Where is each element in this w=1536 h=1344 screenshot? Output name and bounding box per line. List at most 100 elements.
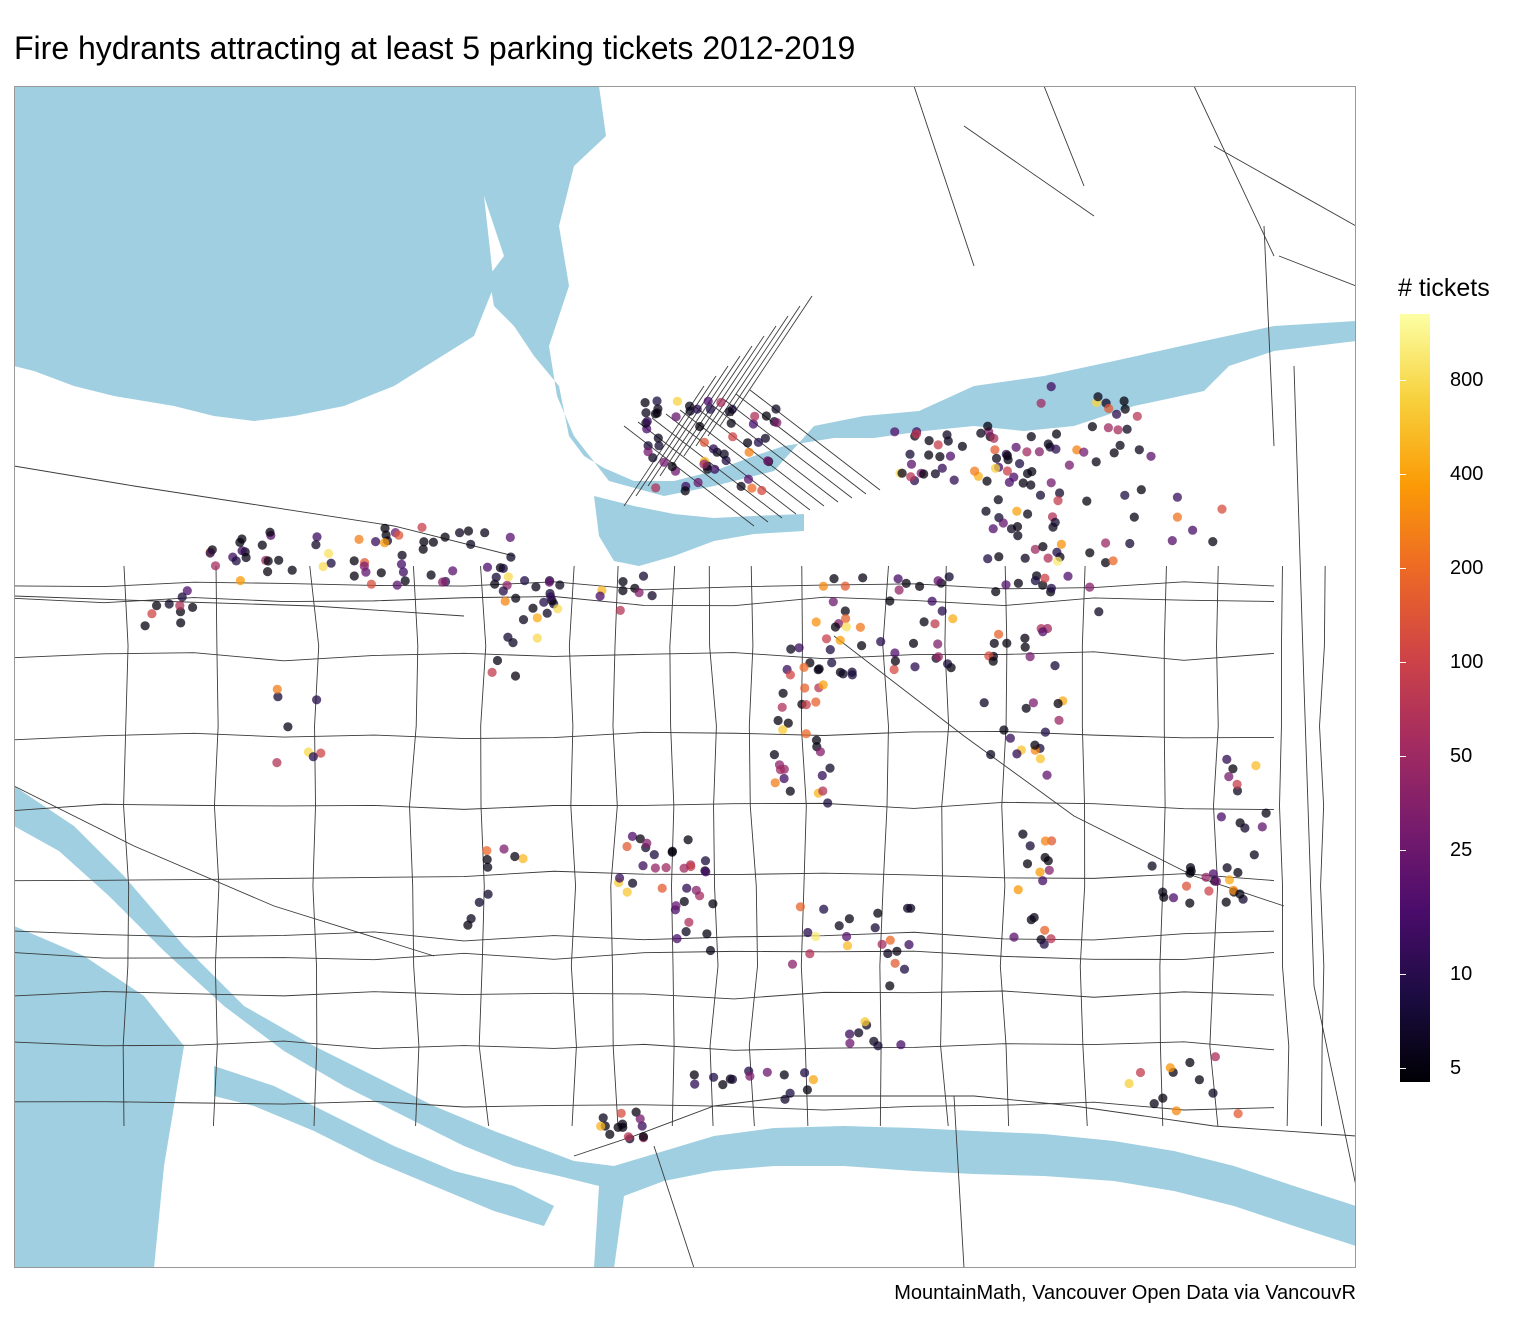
hydrant-point[interactable]: [1046, 382, 1056, 392]
hydrant-point[interactable]: [652, 396, 662, 406]
hydrant-point[interactable]: [498, 586, 508, 596]
hydrant-point[interactable]: [482, 854, 492, 865]
hydrant-point[interactable]: [680, 486, 690, 496]
hydrant-point[interactable]: [1224, 875, 1235, 885]
hydrant-point[interactable]: [855, 622, 866, 632]
hydrant-point[interactable]: [1168, 893, 1179, 903]
hydrant-point[interactable]: [553, 604, 563, 614]
hydrant-point[interactable]: [398, 567, 408, 577]
hydrant-point[interactable]: [177, 592, 187, 602]
hydrant-point[interactable]: [1222, 754, 1232, 765]
hydrant-point[interactable]: [638, 1132, 649, 1142]
hydrant-point[interactable]: [818, 680, 828, 690]
hydrant-point[interactable]: [705, 404, 716, 414]
hydrant-point[interactable]: [1020, 553, 1030, 563]
hydrant-point[interactable]: [1122, 424, 1132, 434]
hydrant-point[interactable]: [847, 670, 857, 680]
hydrant-point[interactable]: [1012, 749, 1022, 759]
hydrant-point[interactable]: [428, 537, 438, 547]
hydrant-point[interactable]: [1012, 522, 1023, 532]
hydrant-point[interactable]: [396, 559, 407, 569]
hydrant-point[interactable]: [491, 572, 501, 582]
hydrant-point[interactable]: [682, 883, 692, 893]
hydrant-point[interactable]: [1120, 490, 1130, 500]
hydrant-point[interactable]: [318, 561, 328, 572]
hydrant-point[interactable]: [825, 645, 835, 655]
hydrant-point[interactable]: [613, 1122, 623, 1132]
hydrant-point[interactable]: [745, 1071, 755, 1081]
hydrant-point[interactable]: [748, 419, 759, 429]
hydrant-point[interactable]: [772, 418, 782, 428]
hydrant-point[interactable]: [818, 786, 828, 796]
hydrant-point[interactable]: [627, 831, 638, 842]
hydrant-point[interactable]: [1038, 580, 1048, 590]
hydrant-point[interactable]: [628, 878, 638, 888]
hydrant-point[interactable]: [349, 571, 359, 581]
hydrant-point[interactable]: [518, 854, 528, 864]
hydrant-point[interactable]: [651, 483, 661, 493]
hydrant-point[interactable]: [1025, 841, 1035, 851]
hydrant-point[interactable]: [1204, 886, 1214, 896]
hydrant-point[interactable]: [685, 406, 695, 416]
hydrant-point[interactable]: [1035, 867, 1045, 877]
hydrant-point[interactable]: [794, 643, 804, 653]
hydrant-point[interactable]: [1039, 939, 1049, 949]
hydrant-point[interactable]: [786, 644, 796, 654]
hydrant-point[interactable]: [263, 567, 273, 577]
hydrant-point[interactable]: [1046, 583, 1056, 593]
hydrant-point[interactable]: [944, 572, 954, 582]
hydrant-point[interactable]: [736, 481, 746, 491]
hydrant-point[interactable]: [695, 421, 705, 432]
hydrant-point[interactable]: [231, 556, 241, 566]
hydrant-point[interactable]: [520, 576, 530, 586]
hydrant-point[interactable]: [312, 532, 322, 542]
hydrant-point[interactable]: [1040, 836, 1050, 846]
hydrant-point[interactable]: [841, 622, 852, 632]
hydrant-point[interactable]: [641, 408, 651, 418]
hydrant-point[interactable]: [1051, 429, 1062, 439]
hydrant-point[interactable]: [885, 935, 895, 945]
hydrant-point[interactable]: [542, 608, 552, 618]
hydrant-point[interactable]: [1129, 512, 1139, 522]
hydrant-point[interactable]: [699, 459, 709, 469]
hydrant-point[interactable]: [893, 574, 903, 584]
hydrant-point[interactable]: [1044, 865, 1054, 875]
hydrant-point[interactable]: [935, 452, 945, 462]
hydrant-point[interactable]: [1240, 823, 1250, 833]
hydrant-point[interactable]: [366, 579, 376, 589]
hydrant-point[interactable]: [667, 847, 677, 857]
hydrant-point[interactable]: [927, 596, 937, 606]
hydrant-point[interactable]: [906, 459, 917, 469]
hydrant-point[interactable]: [693, 477, 703, 488]
hydrant-point[interactable]: [1085, 548, 1095, 558]
hydrant-point[interactable]: [539, 597, 549, 607]
hydrant-point[interactable]: [998, 518, 1008, 528]
hydrant-point[interactable]: [783, 718, 793, 728]
hydrant-point[interactable]: [976, 428, 986, 438]
hydrant-point[interactable]: [724, 407, 735, 417]
hydrant-point[interactable]: [440, 532, 450, 542]
hydrant-point[interactable]: [703, 396, 713, 406]
hydrant-point[interactable]: [844, 914, 855, 924]
hydrant-point[interactable]: [490, 579, 500, 589]
hydrant-point[interactable]: [1046, 934, 1056, 944]
hydrant-point[interactable]: [1043, 439, 1053, 449]
hydrant-point[interactable]: [1124, 1078, 1134, 1089]
hydrant-point[interactable]: [1134, 445, 1144, 455]
hydrant-point[interactable]: [652, 408, 662, 418]
hydrant-point[interactable]: [667, 461, 677, 472]
hydrant-point[interactable]: [834, 921, 844, 931]
hydrant-point[interactable]: [870, 923, 880, 933]
hydrant-point[interactable]: [780, 1094, 790, 1104]
hydrant-point[interactable]: [1035, 754, 1045, 764]
hydrant-point[interactable]: [1013, 578, 1024, 588]
hydrant-point[interactable]: [991, 587, 1001, 597]
hydrant-point[interactable]: [885, 596, 895, 606]
hydrant-point[interactable]: [1001, 580, 1011, 590]
hydrant-point[interactable]: [1030, 544, 1040, 554]
hydrant-point[interactable]: [785, 670, 796, 680]
hydrant-point[interactable]: [1171, 1106, 1181, 1116]
hydrant-point[interactable]: [397, 550, 407, 560]
hydrant-point[interactable]: [699, 437, 710, 447]
hydrant-point[interactable]: [937, 463, 947, 473]
